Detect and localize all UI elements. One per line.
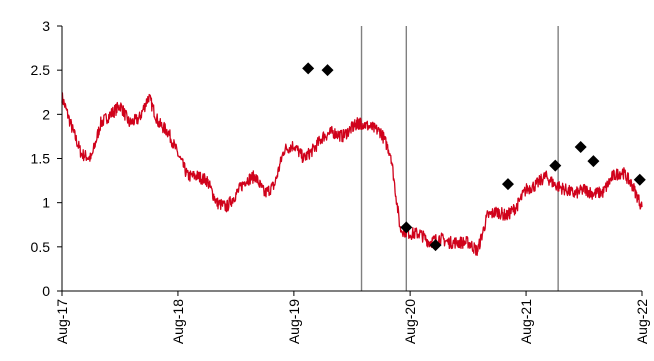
y-tick-label: 0.5	[31, 239, 51, 255]
diamond-marker	[549, 159, 562, 172]
y-tick-label: 0	[42, 283, 50, 299]
x-tick-label: Aug-18	[170, 299, 186, 344]
x-tick-label: Aug-17	[54, 299, 70, 344]
y-tick-label: 1.5	[31, 151, 51, 167]
diamond-marker	[501, 178, 514, 191]
plot-area: 0 0.5 1 1.5 2 2.5 3 Aug-17 Aug-18 Aug-19 Aug-20 Aug…	[31, 18, 650, 344]
y-tick-label: 1	[42, 195, 50, 211]
diamond-marker	[429, 239, 442, 252]
diamond-marker	[302, 62, 315, 75]
x-tick-label: Aug-22	[634, 299, 650, 344]
diamond-marker	[321, 64, 334, 77]
y-tick-label: 2	[42, 106, 50, 122]
diamond-marker	[400, 221, 413, 234]
y-tick-label: 3	[42, 18, 50, 34]
y-tick-label: 2.5	[31, 62, 51, 78]
diamond-marker	[587, 155, 600, 168]
series-line	[61, 92, 643, 257]
diamond-marker	[574, 141, 587, 154]
x-tick-label: Aug-20	[402, 299, 418, 344]
x-tick-label: Aug-19	[286, 299, 302, 344]
diamond-marker	[633, 173, 646, 186]
x-tick-label: Aug-21	[518, 299, 534, 344]
